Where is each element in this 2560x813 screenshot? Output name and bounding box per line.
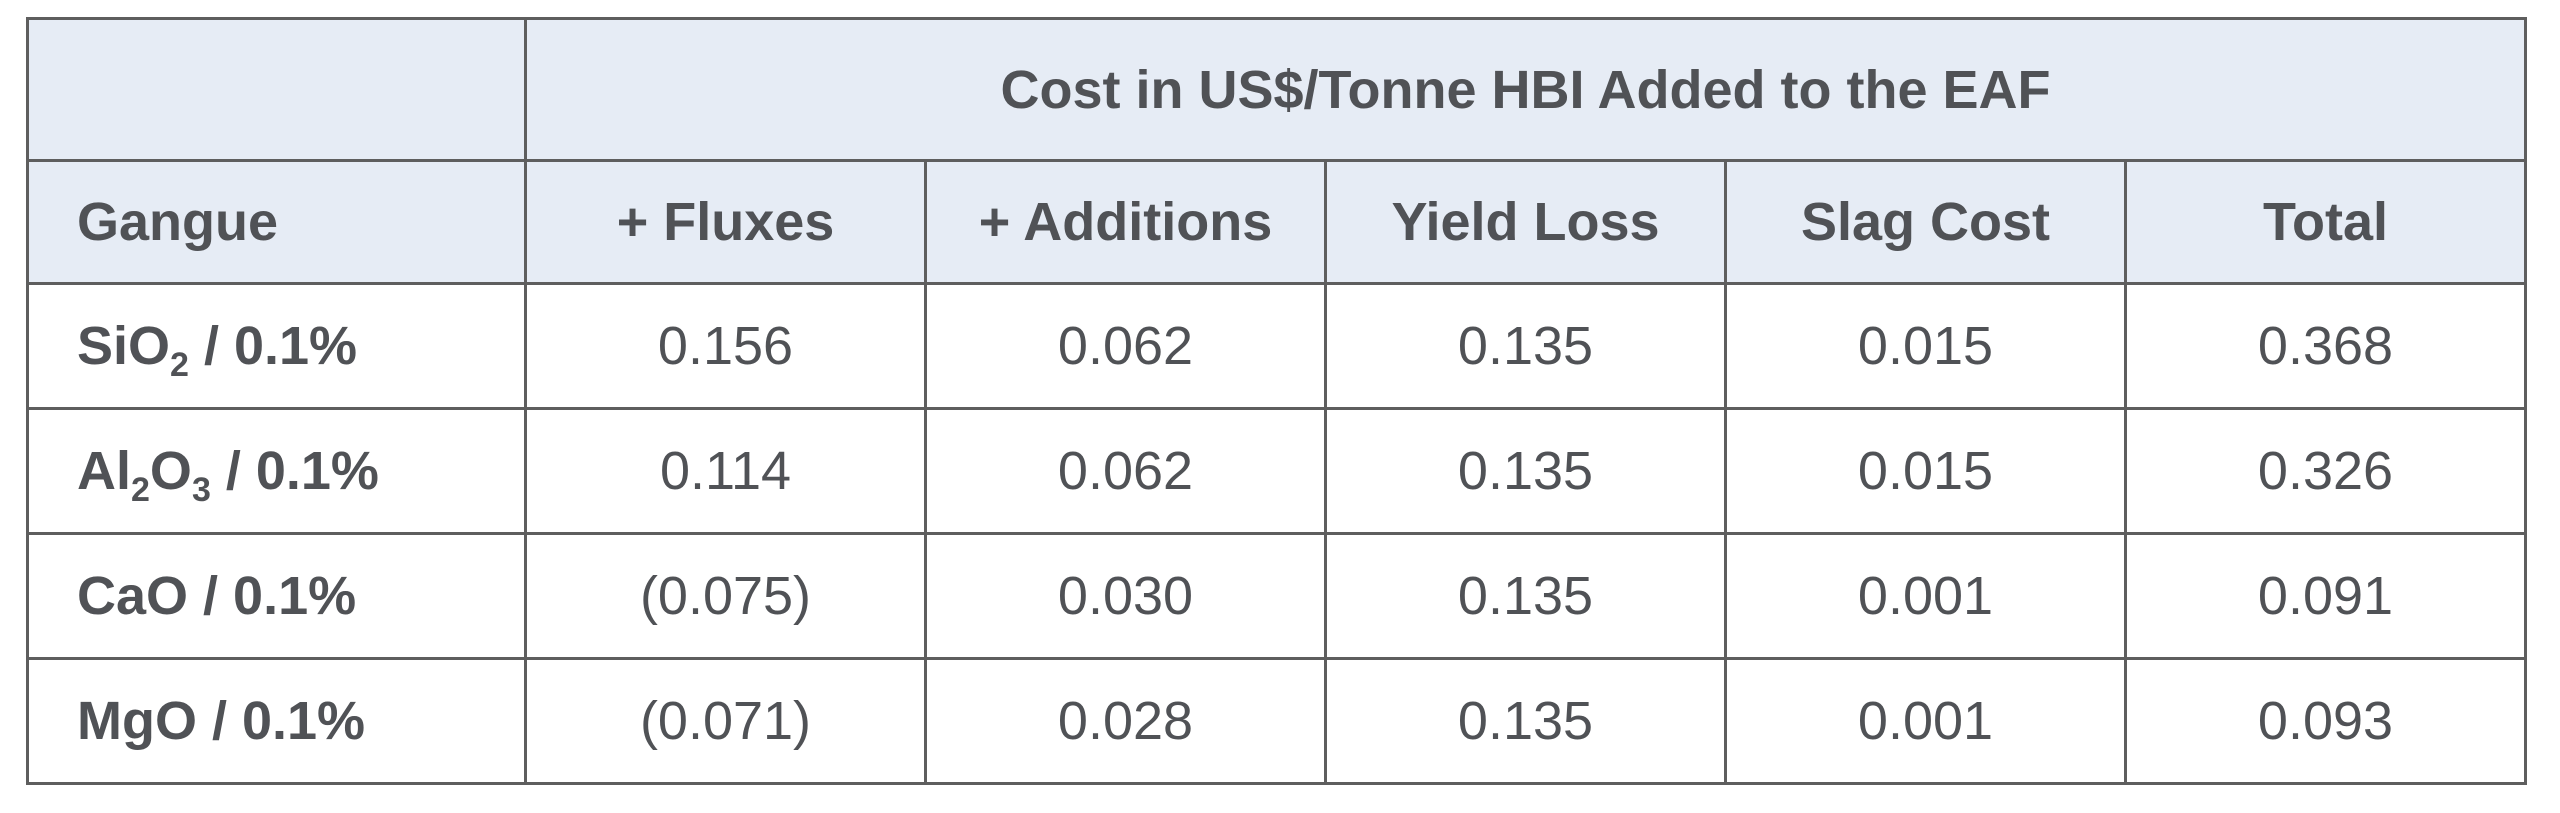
cell-total: 0.093 (2124, 657, 2527, 785)
cell-slag-cost: 0.015 (1724, 407, 2127, 535)
formula-part: SiO (77, 316, 171, 376)
cell-yield-loss: 0.135 (1324, 282, 1727, 410)
cost-table: Cost in US$/Tonne HBI Added to the EAF G… (26, 17, 2527, 785)
formula-part: / 0.1% (210, 441, 379, 501)
formula-part: O (149, 441, 192, 501)
cell-fluxes: (0.075) (524, 532, 927, 660)
gangue-label: Al2O3 / 0.1% (26, 407, 527, 535)
formula-subscript: 3 (191, 471, 211, 509)
cell-slag-cost: 0.001 (1724, 532, 2127, 660)
cell-total: 0.368 (2124, 282, 2527, 410)
empty-corner-cell (26, 17, 527, 162)
cell-additions: 0.062 (924, 282, 1327, 410)
gangue-label: MgO / 0.1% (26, 657, 527, 785)
column-header-additions: + Additions (924, 159, 1327, 285)
cell-yield-loss: 0.135 (1324, 657, 1727, 785)
cell-slag-cost: 0.015 (1724, 282, 2127, 410)
cell-additions: 0.062 (924, 407, 1327, 535)
cost-table-container: Cost in US$/Tonne HBI Added to the EAF G… (26, 17, 2527, 785)
table-row: Al2O3 / 0.1% 0.114 0.062 0.135 0.015 0.3… (26, 407, 2527, 535)
column-header-total: Total (2124, 159, 2527, 285)
table-row: CaO / 0.1% (0.075) 0.030 0.135 0.001 0.0… (26, 532, 2527, 660)
cell-yield-loss: 0.135 (1324, 532, 1727, 660)
gangue-label: CaO / 0.1% (26, 532, 527, 660)
cell-slag-cost: 0.001 (1724, 657, 2127, 785)
column-header-yield-loss: Yield Loss (1324, 159, 1727, 285)
column-header-gangue: Gangue (26, 159, 527, 285)
formula-subscript: 2 (170, 346, 189, 384)
table-row: MgO / 0.1% (0.071) 0.028 0.135 0.001 0.0… (26, 657, 2527, 785)
formula-part: / 0.1% (188, 316, 358, 376)
formula-subscript: 2 (131, 471, 150, 509)
cell-total: 0.326 (2124, 407, 2527, 535)
column-header-row: Gangue + Fluxes + Additions Yield Loss S… (26, 159, 2527, 285)
super-header-row: Cost in US$/Tonne HBI Added to the EAF (26, 17, 2527, 162)
column-header-fluxes: + Fluxes (524, 159, 927, 285)
cell-fluxes: 0.156 (524, 282, 927, 410)
cell-total: 0.091 (2124, 532, 2527, 660)
table-row: SiO2 / 0.1% 0.156 0.062 0.135 0.015 0.36… (26, 282, 2527, 410)
super-header-cell: Cost in US$/Tonne HBI Added to the EAF (524, 17, 2527, 162)
cell-fluxes: (0.071) (524, 657, 927, 785)
cell-yield-loss: 0.135 (1324, 407, 1727, 535)
cell-fluxes: 0.114 (524, 407, 927, 535)
gangue-label: SiO2 / 0.1% (26, 282, 527, 410)
column-header-slag-cost: Slag Cost (1724, 159, 2127, 285)
cell-additions: 0.030 (924, 532, 1327, 660)
formula-part: Al (77, 441, 131, 501)
cell-additions: 0.028 (924, 657, 1327, 785)
